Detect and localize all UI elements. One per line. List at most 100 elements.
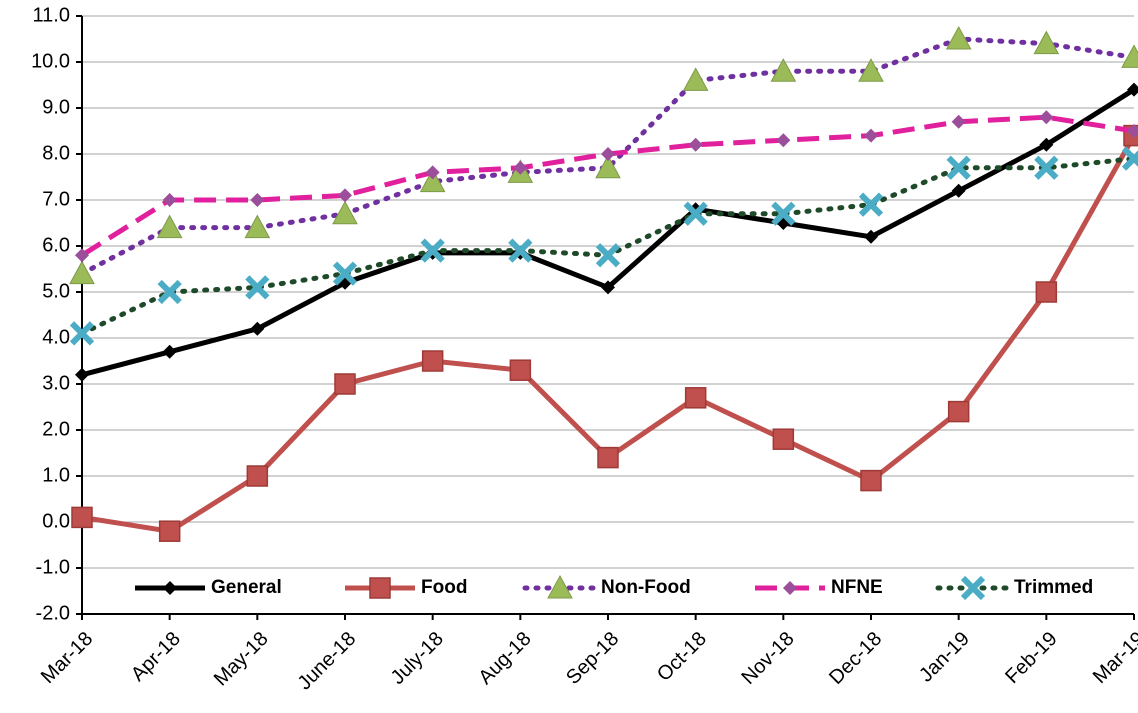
marker — [684, 387, 707, 409]
marker — [425, 165, 440, 180]
marker — [860, 469, 882, 492]
marker — [421, 350, 444, 372]
marker — [158, 520, 181, 542]
y-tick-label: 6.0 — [42, 234, 70, 256]
y-tick-label: 4.0 — [42, 326, 70, 348]
series — [75, 82, 1138, 382]
marker — [69, 260, 95, 285]
marker — [1034, 155, 1059, 180]
x-tick-label: Nov-18 — [737, 628, 798, 689]
marker — [75, 248, 89, 263]
legend-label: Trimmed — [1014, 577, 1093, 598]
marker — [162, 193, 177, 207]
marker — [75, 367, 89, 382]
series — [75, 110, 1138, 263]
marker — [946, 155, 971, 180]
x-tick-label: Dec-18 — [825, 628, 886, 689]
marker — [332, 200, 358, 225]
marker — [244, 214, 271, 239]
marker — [1127, 124, 1138, 138]
marker — [1127, 82, 1138, 97]
legend-marker — [783, 581, 797, 595]
y-tick-label: 7.0 — [42, 188, 70, 210]
x-tick-label: Jan-19 — [915, 628, 974, 687]
marker — [71, 506, 93, 529]
marker — [1039, 110, 1054, 125]
marker — [776, 133, 791, 148]
marker — [509, 359, 532, 381]
series — [69, 25, 1138, 285]
legend-marker — [163, 581, 177, 595]
marker — [682, 67, 709, 91]
x-tick-label: Mar-18 — [37, 628, 97, 688]
marker — [858, 58, 884, 82]
marker — [601, 280, 615, 295]
y-tick-label: 3.0 — [42, 372, 70, 394]
marker — [1035, 281, 1058, 303]
marker — [338, 188, 352, 203]
line — [80, 114, 1135, 258]
marker — [772, 428, 795, 450]
legend-label: NFNE — [831, 577, 883, 598]
marker — [162, 344, 177, 359]
marker — [156, 214, 183, 239]
x-tick-label: Feb-19 — [1001, 628, 1061, 688]
marker — [419, 168, 446, 193]
x-tick-label: July-18 — [387, 628, 448, 689]
x-tick-label: Aug-18 — [474, 628, 535, 689]
marker — [864, 229, 878, 244]
marker — [595, 243, 621, 268]
marker — [601, 147, 615, 161]
y-tick-label: 10.0 — [31, 50, 70, 72]
marker — [597, 446, 619, 469]
marker — [250, 193, 265, 207]
x-tick-label: Mar-19 — [1089, 628, 1138, 688]
y-tick-label: 5.0 — [42, 280, 70, 302]
series — [69, 146, 1138, 346]
legend-label: Non-Food — [601, 577, 691, 598]
y-tick-label: 0.0 — [42, 510, 70, 532]
marker — [951, 114, 966, 129]
marker — [770, 58, 797, 82]
marker — [332, 261, 358, 286]
marker — [945, 25, 972, 50]
marker — [69, 321, 95, 346]
marker — [858, 192, 884, 217]
legend-marker — [369, 577, 391, 599]
marker — [864, 128, 878, 143]
marker — [245, 275, 270, 300]
marker — [1121, 146, 1138, 171]
y-tick-label: 11.0 — [33, 4, 70, 26]
marker — [1033, 30, 1060, 55]
legend-marker — [960, 575, 986, 601]
marker — [683, 201, 708, 226]
marker — [250, 321, 265, 336]
marker — [771, 201, 796, 226]
marker — [1039, 137, 1054, 152]
x-tick-label: Sep-18 — [562, 628, 623, 689]
x-tick-label: June-18 — [294, 628, 361, 695]
marker — [595, 154, 621, 179]
marker — [1121, 44, 1138, 68]
marker — [334, 373, 356, 395]
series — [71, 124, 1138, 542]
marker — [951, 183, 966, 198]
y-tick-label: -1.0 — [36, 556, 70, 578]
y-tick-label: 2.0 — [42, 418, 70, 440]
y-tick-label: 1.0 — [42, 464, 70, 486]
marker — [947, 400, 970, 423]
legend-label: General — [211, 577, 282, 598]
x-tick-label: Apr-18 — [127, 628, 185, 686]
x-tick-label: May-18 — [210, 628, 273, 691]
marker — [513, 160, 528, 175]
marker — [508, 238, 533, 263]
y-tick-label: -2.0 — [36, 602, 70, 624]
marker — [157, 279, 182, 305]
y-tick-label: 8.0 — [42, 142, 70, 164]
line — [81, 87, 1136, 378]
marker — [246, 465, 269, 487]
legend-label: Food — [421, 577, 467, 598]
legend-marker — [547, 574, 573, 599]
legend: General Food Non-Food NFNE Trimmed — [135, 574, 1093, 601]
